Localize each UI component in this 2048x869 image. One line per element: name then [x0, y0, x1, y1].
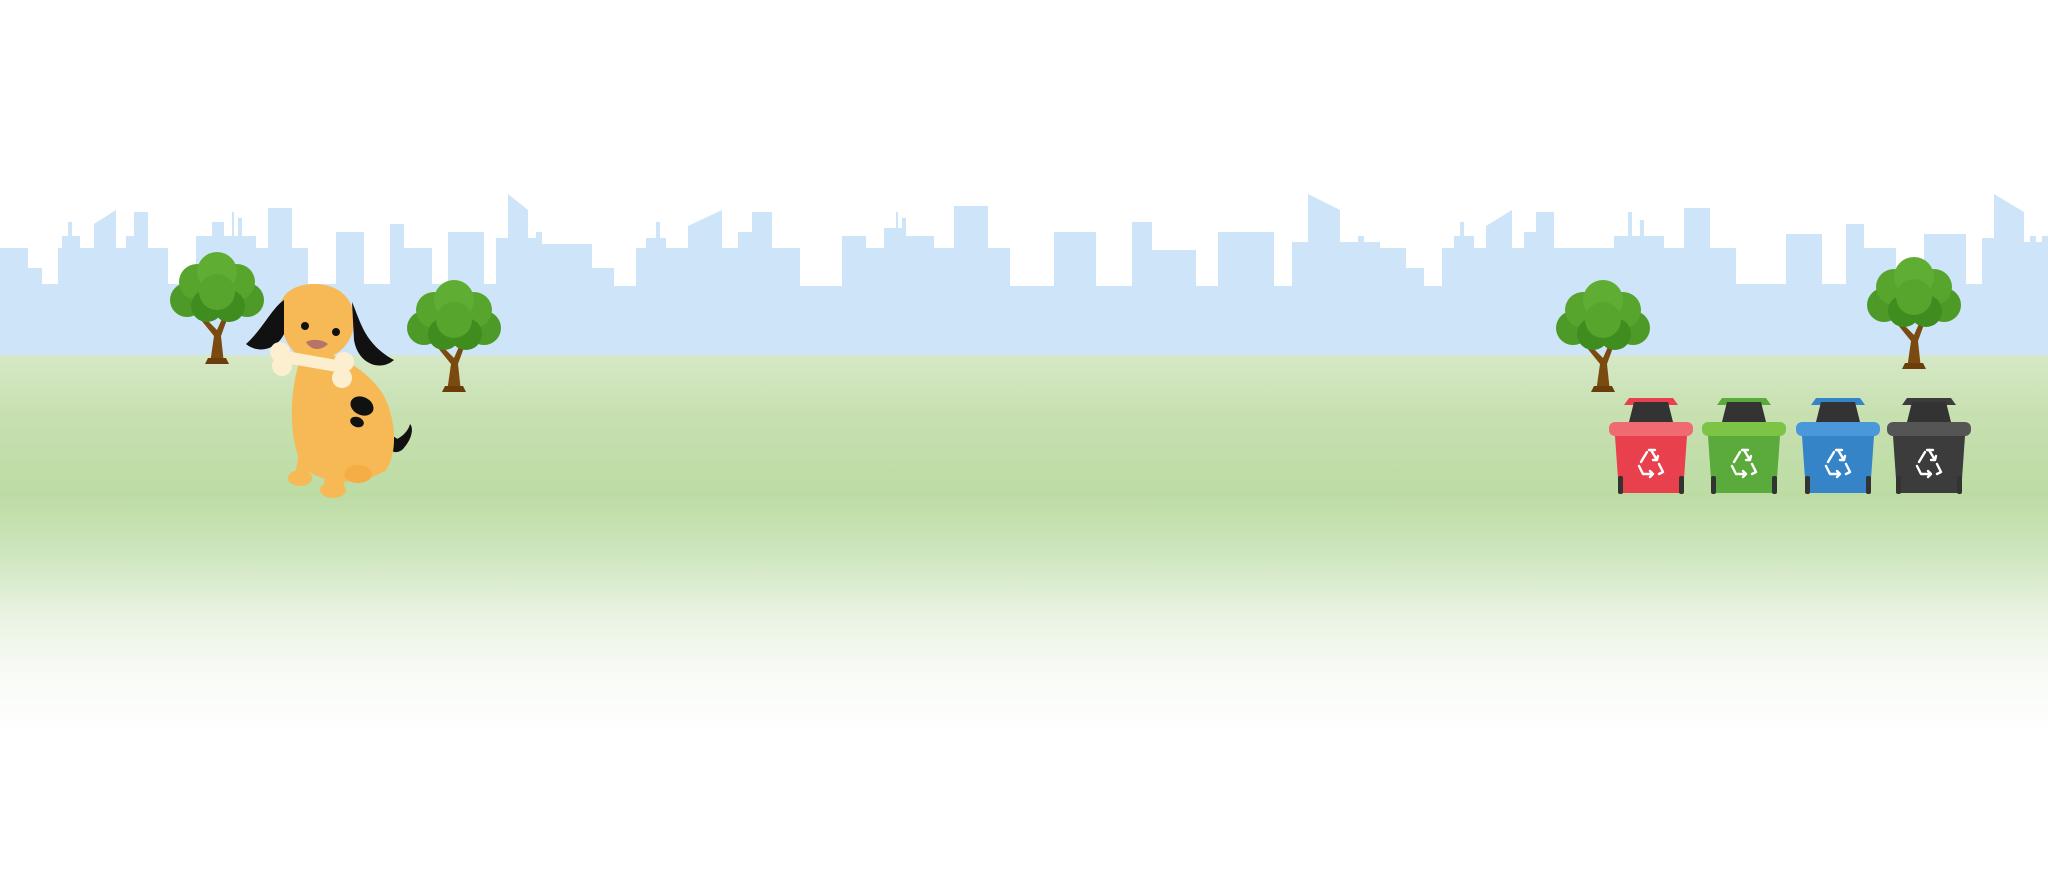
bone-icon	[270, 342, 354, 388]
green-recycling-bin[interactable]	[1702, 398, 1786, 494]
blue-recycling-bin[interactable]	[1796, 398, 1880, 494]
red-recycling-bin[interactable]	[1609, 398, 1693, 494]
gray-recycling-bin[interactable]	[1887, 398, 1971, 494]
dog-icon	[246, 284, 412, 498]
